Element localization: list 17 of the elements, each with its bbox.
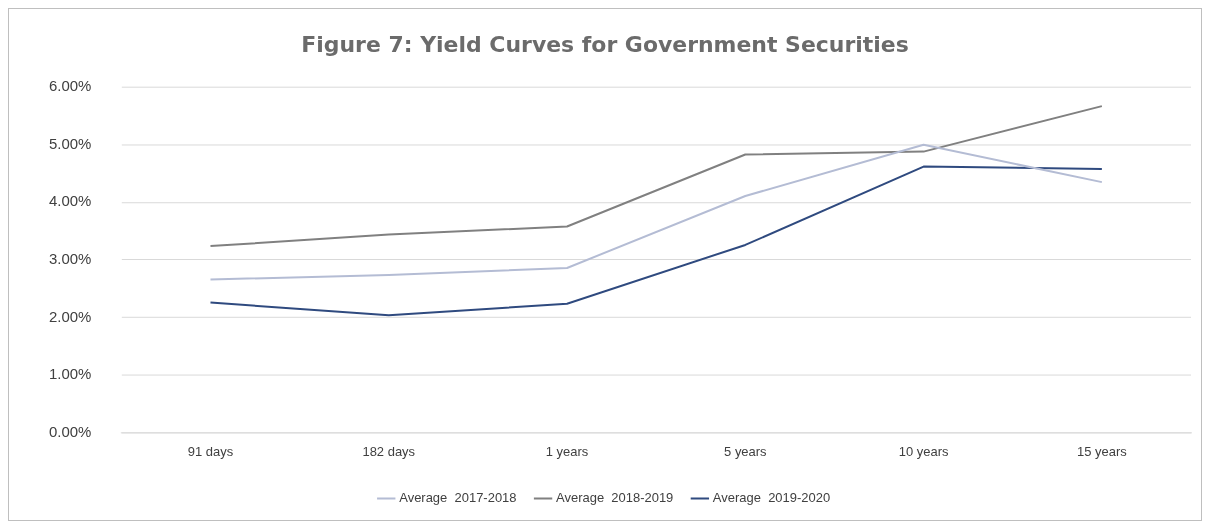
chart-title: Figure 7: Yield Curves for Government Securities xyxy=(301,31,909,57)
x-tick-label: 91 days xyxy=(187,444,234,460)
y-tick-label: 0.00% xyxy=(48,422,92,440)
y-tick-label: 3.00% xyxy=(48,250,92,268)
legend-label: Average 2017-2018 xyxy=(399,490,517,506)
y-tick-label: 2.00% xyxy=(48,307,92,325)
x-tick-label: 182 days xyxy=(362,444,416,460)
legend-label: Average 2018-2019 xyxy=(556,490,674,506)
y-tick-label: 1.00% xyxy=(48,365,92,383)
y-tick-label: 5.00% xyxy=(48,134,92,152)
legend-label: Average 2019-2020 xyxy=(712,490,831,506)
y-tick-label: 6.00% xyxy=(48,77,92,95)
y-tick-label: 4.00% xyxy=(48,192,92,210)
x-tick-label: 5 years xyxy=(724,444,768,460)
x-tick-label: 15 years xyxy=(1077,444,1128,460)
x-tick-label: 10 years xyxy=(898,444,949,460)
x-tick-label: 1 years xyxy=(545,444,589,460)
